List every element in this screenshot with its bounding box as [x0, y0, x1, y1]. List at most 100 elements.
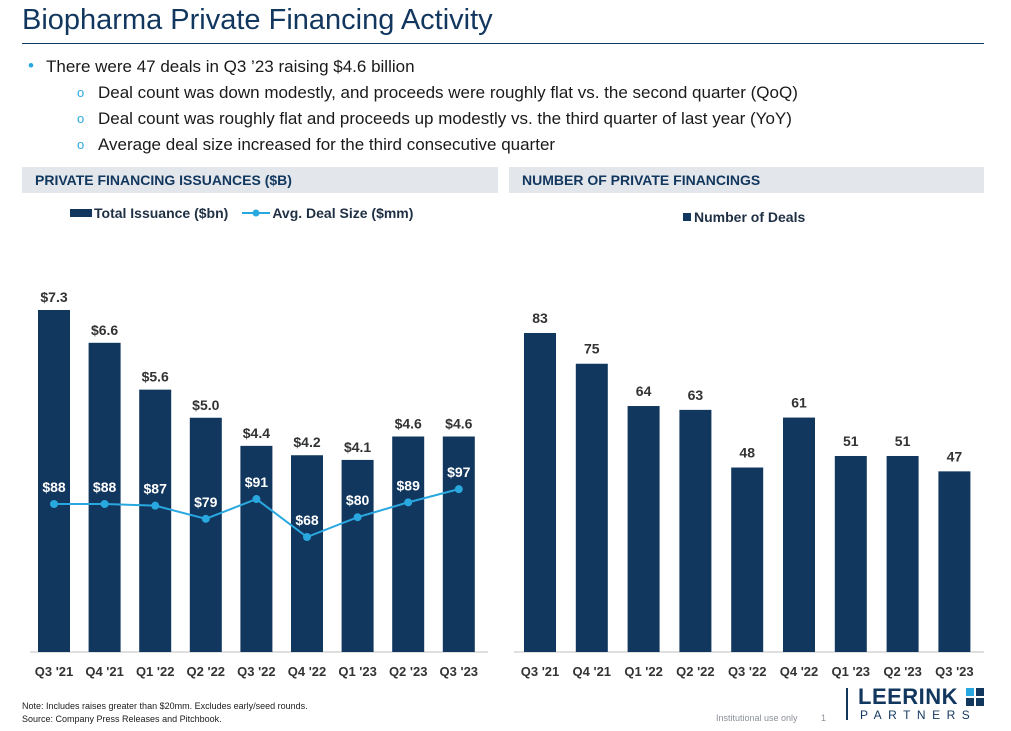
- summary-bullets: • There were 47 deals in Q3 ’23 raising …: [28, 54, 798, 158]
- issuance-x-tick-label: Q4 '21: [85, 664, 124, 679]
- issuance-bar: [442, 436, 475, 652]
- deals-legend: Number of Deals: [683, 209, 805, 225]
- sub-bullet: o Average deal size increased for the th…: [28, 132, 798, 158]
- deals-bar: [834, 455, 867, 652]
- avg-deal-size-label: $88: [42, 479, 66, 495]
- deals-bar-label: 47: [947, 448, 963, 464]
- avg-deal-size-point: [303, 533, 311, 541]
- issuance-bar-label: $7.3: [40, 289, 67, 305]
- issuance-bar-label: $4.6: [445, 415, 472, 431]
- avg-deal-size-label: $91: [245, 474, 269, 490]
- deals-bar: [886, 455, 919, 652]
- deals-bar-label: 63: [688, 387, 704, 403]
- avg-deal-size-point: [100, 500, 109, 508]
- bullet-main: • There were 47 deals in Q3 ’23 raising …: [28, 54, 798, 80]
- deals-bar-label: 61: [791, 395, 807, 411]
- avg-deal-size-label: $89: [397, 477, 421, 493]
- deals-bar-label: 75: [584, 341, 600, 357]
- logo-subtitle: PARTNERS: [860, 708, 977, 722]
- deals-x-tick-label: Q2 '22: [676, 664, 715, 679]
- issuance-bar: [38, 310, 70, 652]
- issuance-legend: Total Issuance ($bn) Avg. Deal Size ($mm…: [70, 205, 413, 221]
- bullet-dot-icon: •: [28, 56, 34, 75]
- avg-deal-size-point: [151, 501, 160, 510]
- deals-x-tick-label: Q1 '23: [832, 664, 871, 679]
- legend-deals-swatch: [683, 213, 691, 221]
- issuance-bar-label: $4.2: [293, 434, 320, 450]
- deals-bar-label: 51: [895, 433, 911, 449]
- deals-bar: [731, 467, 764, 652]
- sub-bullet-circle-icon: o: [77, 85, 85, 100]
- issuance-bar: [392, 436, 425, 652]
- logo-wordmark: LEERINK: [858, 684, 959, 709]
- avg-deal-size-point: [201, 514, 210, 523]
- issuance-bar: [291, 455, 323, 652]
- avg-deal-size-point: [404, 498, 413, 507]
- issuance-bar: [341, 459, 374, 652]
- avg-deal-size-label: $68: [295, 512, 319, 528]
- deals-x-tick-label: Q1 '22: [624, 664, 663, 679]
- title-divider: [22, 43, 984, 44]
- avg-deal-size-point: [50, 500, 58, 508]
- deals-bar: [938, 471, 971, 652]
- issuance-bar: [189, 417, 222, 652]
- avg-deal-size-label: $87: [144, 481, 168, 497]
- footnote-source: Source: Company Press Releases and Pitch…: [22, 714, 222, 724]
- issuance-x-tick-label: Q3 '21: [35, 664, 74, 679]
- avg-deal-size-point: [353, 513, 362, 522]
- issuance-bar-label: $6.6: [91, 322, 118, 338]
- deals-chart-title: NUMBER OF PRIVATE FINANCINGS: [509, 167, 984, 193]
- deals-x-tick-label: Q4 '22: [780, 664, 819, 679]
- bullet-main-text: There were 47 deals in Q3 ’23 raising $4…: [46, 57, 415, 76]
- sub-bullet-text: Deal count was down modestly, and procee…: [98, 83, 798, 102]
- issuance-bar-label: $4.4: [243, 425, 270, 441]
- deals-bar: [679, 409, 712, 652]
- issuance-bar-label: $5.0: [192, 397, 219, 413]
- deals-bar-label: 83: [532, 310, 548, 326]
- footnote-note: Note: Includes raises greater than $20mm…: [22, 701, 308, 711]
- deals-x-tick-label: Q3 '22: [728, 664, 767, 679]
- issuance-bar-label: $4.6: [395, 415, 422, 431]
- deals-bar: [783, 417, 815, 652]
- issuance-x-tick-label: Q2 '22: [187, 664, 226, 679]
- sub-bullet-text: Average deal size increased for the thir…: [98, 135, 556, 154]
- issuance-x-tick-label: Q4 '22: [288, 664, 327, 679]
- legend-bar-swatch: [70, 209, 92, 217]
- institutional-use-label: Institutional use only: [716, 713, 798, 723]
- sub-bullet-text: Deal count was roughly flat and proceeds…: [98, 109, 792, 128]
- logo-mark-icon: [966, 688, 984, 706]
- deals-x-tick-label: Q3 '23: [935, 664, 974, 679]
- avg-deal-size-label: $97: [447, 464, 471, 480]
- issuance-bar: [88, 342, 121, 652]
- avg-deal-size-label: $80: [346, 492, 370, 508]
- avg-deal-size-point: [454, 485, 463, 494]
- legend-issuance-label: Total Issuance ($bn): [94, 205, 229, 221]
- issuance-x-tick-label: Q1 '23: [338, 664, 377, 679]
- deals-x-tick-label: Q3 '21: [521, 664, 560, 679]
- avg-deal-size-point: [252, 495, 261, 504]
- issuance-x-tick-label: Q2 '23: [389, 664, 428, 679]
- issuance-x-tick-label: Q3 '22: [237, 664, 276, 679]
- sub-bullet: o Deal count was down modestly, and proc…: [28, 80, 798, 106]
- issuance-chart-title: PRIVATE FINANCING ISSUANCES ($B): [22, 167, 498, 193]
- deals-bar: [627, 406, 660, 652]
- issuance-bar: [139, 389, 172, 652]
- deals-bar: [524, 333, 556, 652]
- avg-deal-size-label: $79: [194, 494, 218, 510]
- sub-bullet-circle-icon: o: [77, 137, 85, 152]
- issuance-bar-label: $4.1: [344, 439, 371, 455]
- issuance-bar: [240, 445, 273, 652]
- page-number: 1: [821, 713, 827, 723]
- avg-deal-size-label: $88: [93, 479, 117, 495]
- legend-line-swatch: [242, 209, 271, 217]
- issuance-x-tick-label: Q3 '23: [440, 664, 479, 679]
- sub-bullet-circle-icon: o: [77, 111, 85, 126]
- deals-x-tick-label: Q4 '21: [573, 664, 612, 679]
- deals-bar-label: 51: [843, 433, 859, 449]
- logo-divider: [846, 688, 848, 720]
- issuance-bar-label: $5.6: [142, 369, 169, 385]
- legend-avg-size-label: Avg. Deal Size ($mm): [272, 205, 414, 221]
- sub-bullet: o Deal count was roughly flat and procee…: [28, 106, 798, 132]
- legend-deals-label: Number of Deals: [694, 209, 806, 225]
- deals-bar: [575, 363, 608, 652]
